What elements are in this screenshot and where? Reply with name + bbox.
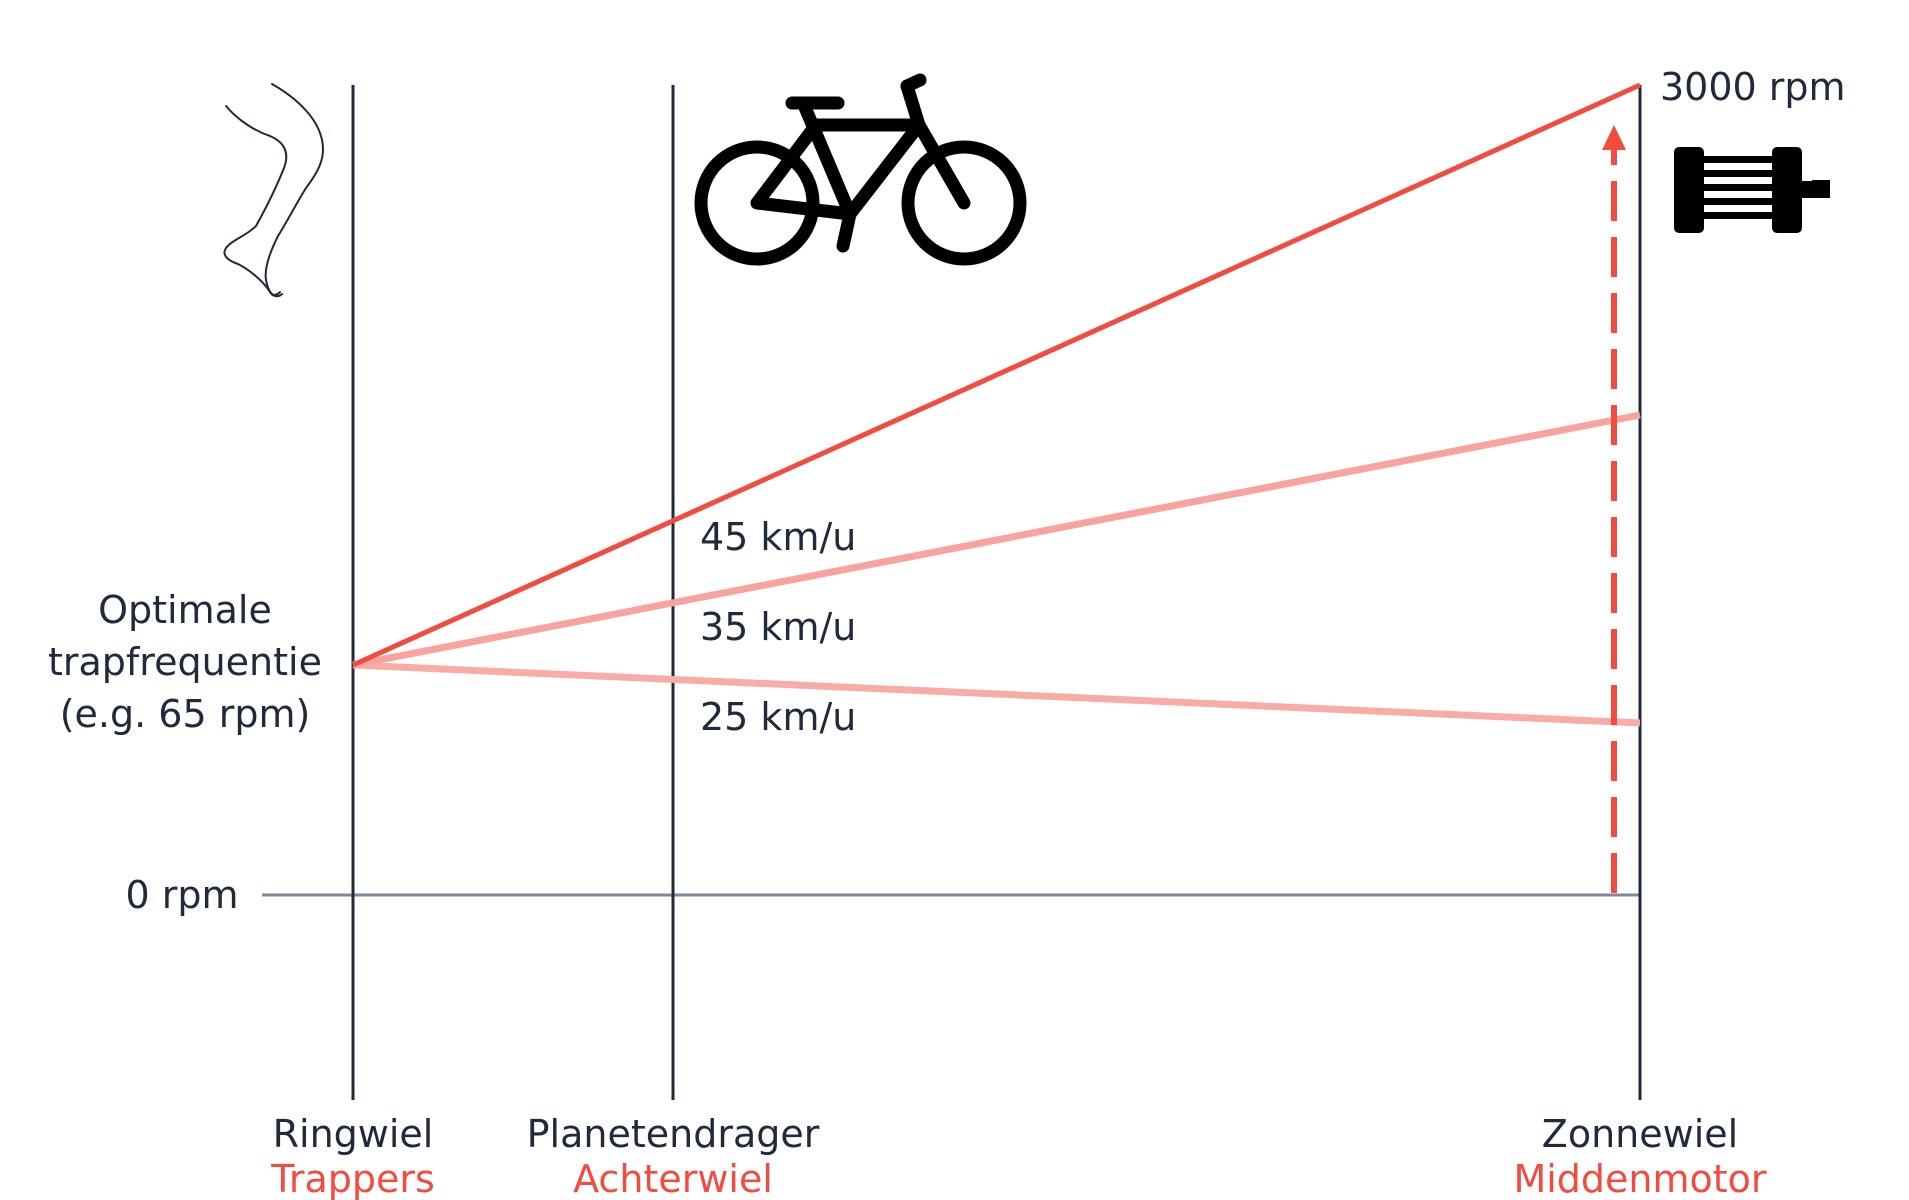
axis-label-planetendrager: Planetendrager — [527, 1112, 820, 1156]
speed-label-45: 45 km/u — [700, 515, 856, 559]
zero-rpm-label: 0 rpm — [125, 873, 238, 917]
max-rpm-label: 3000 rpm — [1660, 65, 1846, 109]
cadence-label-line3: (e.g. 65 rpm) — [60, 692, 311, 736]
speed-label-35: 35 km/u — [700, 605, 856, 649]
leg-icon — [223, 83, 324, 298]
speed-line-25 — [352, 661, 1641, 727]
axis-label-ringwiel: Ringwiel — [273, 1112, 434, 1156]
motor-icon — [1674, 147, 1830, 233]
arrow-head-icon — [1602, 125, 1626, 150]
cadence-label-line1: Optimale — [98, 588, 272, 632]
axis-role-achterwiel: Achterwiel — [573, 1157, 773, 1200]
axis-label-zonnewiel: Zonnewiel — [1542, 1112, 1738, 1156]
cadence-label-line2: trapfrequentie — [48, 640, 322, 684]
bicycle-icon — [694, 73, 1027, 266]
axis-role-middenmotor: Middenmotor — [1513, 1157, 1766, 1200]
speed-label-25: 25 km/u — [700, 695, 856, 739]
axis-role-trappers: Trappers — [270, 1157, 435, 1200]
speed-line-35 — [352, 411, 1641, 669]
speed-line-45 — [351, 82, 1642, 668]
